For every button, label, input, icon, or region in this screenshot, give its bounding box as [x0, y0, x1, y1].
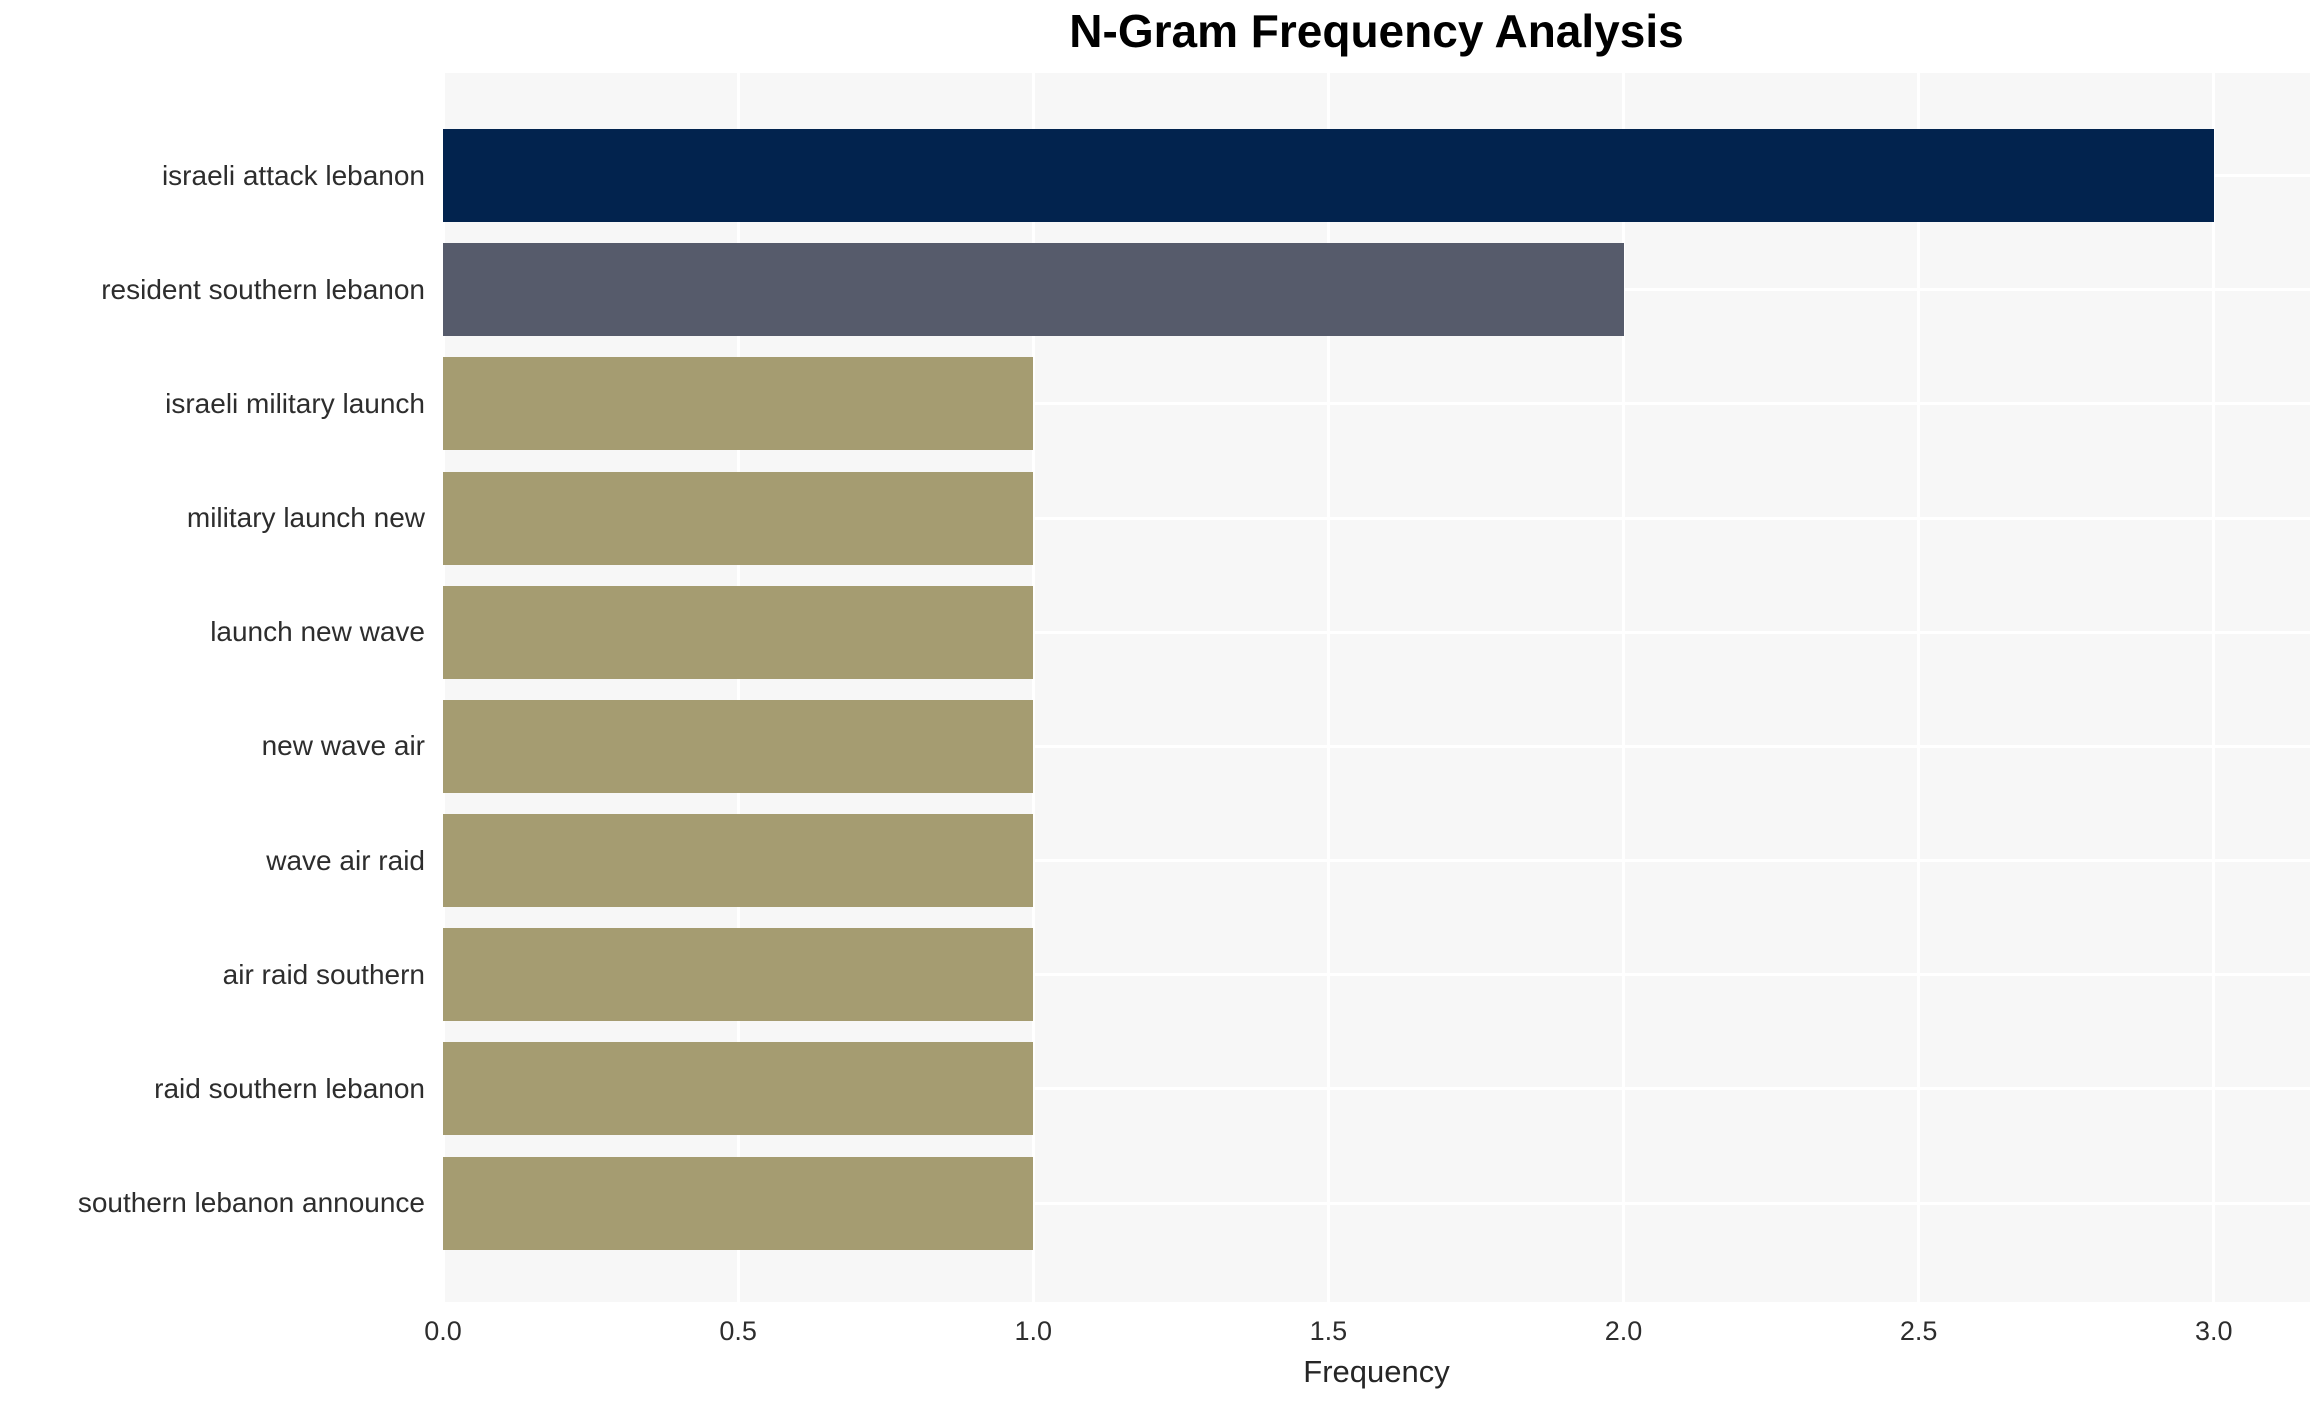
bar — [443, 1042, 1034, 1136]
x-tick-label: 1.5 — [1309, 1316, 1348, 1346]
plot-area — [441, 73, 2310, 1302]
y-tick-label: raid southern lebanon — [154, 1072, 425, 1104]
bar — [443, 928, 1034, 1022]
y-tick-label: wave air raid — [266, 844, 425, 876]
bar — [443, 357, 1034, 451]
y-tick-label: israeli military launch — [165, 387, 425, 419]
bar — [443, 699, 1034, 793]
bar — [443, 243, 1624, 337]
x-tick-label: 0.0 — [424, 1316, 462, 1346]
gridline-horizontal — [443, 973, 2310, 977]
y-tick-label: military launch new — [186, 502, 425, 533]
gridline-horizontal — [443, 744, 2310, 748]
bar — [443, 471, 1034, 565]
gridline-vertical — [1326, 73, 1330, 1302]
y-tick-label: new wave air — [261, 730, 425, 762]
chart-title: N-Gram Frequency Analysis — [1069, 5, 1684, 57]
y-tick-label: resident southern lebanon — [101, 273, 425, 305]
y-tick-label: southern lebanon announce — [77, 1187, 425, 1219]
bar — [443, 814, 1034, 908]
x-tick-label: 0.5 — [719, 1316, 757, 1346]
gridline-vertical — [2212, 73, 2216, 1302]
gridline-vertical — [1622, 73, 1626, 1302]
gridline-horizontal — [443, 402, 2310, 406]
bar — [443, 585, 1034, 679]
x-tick-label: 2.5 — [1899, 1316, 1938, 1346]
gridline-vertical — [1031, 73, 1035, 1302]
x-axis-title: Frequency — [1303, 1354, 1450, 1389]
gridline-vertical — [441, 73, 445, 1302]
y-tick-label: israeli attack lebanon — [161, 159, 425, 191]
y-tick-label: launch new wave — [210, 616, 425, 648]
gridline-horizontal — [443, 1201, 2310, 1205]
y-tick-label: air raid southern — [222, 958, 425, 990]
gridline-horizontal — [443, 516, 2310, 520]
gridline-horizontal — [443, 859, 2310, 863]
bar — [443, 1156, 1034, 1250]
x-tick-label: 3.0 — [2195, 1316, 2233, 1346]
gridline-vertical — [736, 73, 740, 1302]
gridline-horizontal — [443, 630, 2310, 634]
gridline-horizontal — [443, 1087, 2310, 1091]
x-tick-label: 1.0 — [1014, 1316, 1053, 1346]
bar — [443, 129, 2214, 222]
x-tick-label: 2.0 — [1604, 1316, 1643, 1346]
gridline-vertical — [1917, 73, 1921, 1302]
